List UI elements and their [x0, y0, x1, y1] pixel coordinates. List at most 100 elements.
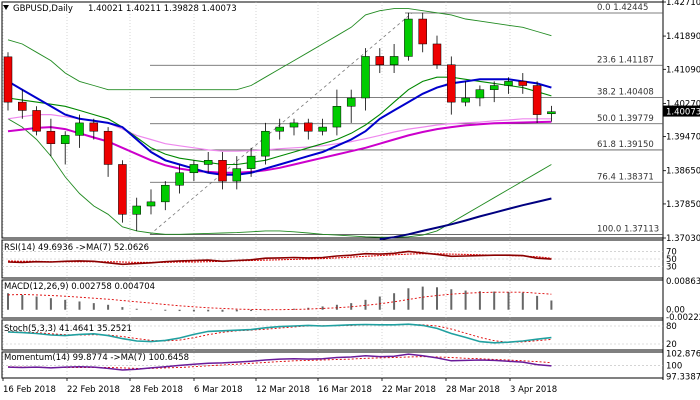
- candle[interactable]: [218, 151, 227, 190]
- fib-label-4: 61.8 1.39150: [597, 140, 654, 150]
- candle[interactable]: [146, 189, 156, 215]
- candle-body: [118, 164, 127, 215]
- candle[interactable]: [304, 118, 313, 140]
- candle-body: [432, 43, 442, 65]
- candle[interactable]: [46, 118, 56, 157]
- candle-body: [289, 122, 299, 128]
- candle-body: [518, 81, 528, 86]
- candle-body: [203, 160, 213, 165]
- candle-body: [275, 126, 284, 132]
- macd-tick-label-1: 0.00: [666, 306, 685, 316]
- candle-body: [75, 122, 84, 136]
- candle-body: [447, 64, 456, 103]
- candle[interactable]: [118, 160, 127, 223]
- stoch-k-line: [7, 323, 552, 344]
- candle[interactable]: [89, 118, 99, 140]
- macd-tick-label-0: 0.008635: [666, 277, 700, 287]
- candles[interactable]: [3, 12, 556, 231]
- bollinger-upper: [7, 8, 552, 91]
- x-tick-label-2: 28 Feb 2018: [130, 385, 183, 395]
- candle[interactable]: [289, 118, 299, 136]
- stoch-d-line: [7, 324, 552, 343]
- ma-green: [7, 76, 552, 166]
- fib-label-1: 23.6 1.41187: [597, 55, 654, 65]
- candle-body: [103, 130, 113, 165]
- candle-body: [504, 81, 513, 86]
- candle[interactable]: [489, 81, 499, 103]
- y-tick-label-6: 1.37850: [666, 200, 700, 210]
- y-tick-label-2: 1.41090: [666, 65, 700, 75]
- y-tick-label-5: 1.38650: [666, 167, 700, 177]
- candle[interactable]: [18, 89, 27, 119]
- candle[interactable]: [232, 156, 242, 190]
- candle[interactable]: [518, 73, 528, 94]
- fibonacci-levels: 0.0 1.42445 23.6 1.41187 38.2 1.40408 50.0 …: [149, 3, 663, 235]
- panel-frames: [1, 0, 664, 380]
- candle[interactable]: [375, 48, 385, 74]
- candle-body: [418, 18, 427, 45]
- candle-body: [132, 205, 141, 215]
- candle-body: [32, 110, 41, 132]
- candle[interactable]: [203, 151, 213, 173]
- candle[interactable]: [261, 122, 270, 165]
- candle-body: [461, 97, 470, 103]
- x-tick-label-7: 28 Mar 2018: [446, 385, 500, 395]
- candle-body: [547, 111, 556, 115]
- candle[interactable]: [346, 89, 356, 123]
- candle-body: [18, 101, 27, 111]
- candle-body: [146, 201, 156, 207]
- candle[interactable]: [103, 127, 113, 177]
- ma-pink-slow: [7, 120, 552, 174]
- candle[interactable]: [532, 81, 542, 123]
- candle-body: [3, 56, 13, 103]
- rsi-tick-label-0: 70: [666, 247, 677, 257]
- candle[interactable]: [461, 81, 470, 107]
- fib-label-6: 100.0 1.37113: [597, 225, 659, 235]
- candle[interactable]: [447, 56, 456, 115]
- ma-navy-long: [379, 197, 552, 241]
- candle[interactable]: [189, 160, 199, 182]
- candle[interactable]: [32, 106, 41, 136]
- candle-body: [532, 85, 542, 115]
- macd-signal-line: [7, 291, 552, 311]
- candle-body: [389, 56, 399, 65]
- ohlc-readout: 1.40021 1.40211 1.39828 1.40073: [88, 4, 237, 14]
- candle[interactable]: [75, 114, 84, 148]
- candle-body: [189, 164, 199, 174]
- candle-body: [489, 85, 499, 90]
- candle[interactable]: [547, 105, 556, 122]
- candle[interactable]: [432, 35, 442, 69]
- y-tick-label-0: 1.42710: [666, 0, 700, 8]
- current-price-label: 1.40073: [666, 108, 700, 118]
- candle[interactable]: [175, 164, 184, 194]
- candle[interactable]: [332, 89, 342, 136]
- chevron-down-icon[interactable]: [3, 5, 9, 10]
- candle-body: [475, 89, 485, 99]
- x-tick-label-3: 6 Mar 2018: [194, 385, 242, 395]
- symbol-title: GBPUSD,Daily: [13, 4, 73, 14]
- y-tick-label-3: 1.40270: [666, 99, 700, 109]
- momentum-line: [7, 353, 552, 371]
- candle[interactable]: [132, 197, 141, 231]
- ma-blue: [7, 78, 552, 176]
- candle[interactable]: [275, 118, 284, 140]
- candle[interactable]: [60, 131, 70, 165]
- candle[interactable]: [389, 43, 399, 74]
- candle[interactable]: [161, 181, 170, 211]
- momentum-tick-label-0: 102.876: [666, 349, 700, 359]
- candle[interactable]: [3, 52, 13, 111]
- candle[interactable]: [504, 77, 513, 94]
- candle[interactable]: [361, 48, 370, 111]
- rsi-title: RSI(14) 49.6936 ->MA(7) 52.0626: [4, 243, 149, 253]
- candle-body: [175, 172, 184, 186]
- candle[interactable]: [246, 147, 256, 177]
- candle-body: [218, 160, 227, 182]
- candle[interactable]: [404, 12, 413, 61]
- candle[interactable]: [318, 118, 327, 136]
- candle[interactable]: [418, 12, 427, 53]
- x-tick-label-1: 22 Feb 2018: [67, 385, 120, 395]
- stoch-title: Stoch(5,3,3) 41.4641 35.2521: [4, 324, 132, 334]
- price-axis: 1.42710 1.41890 1.41090 1.40270 1.39470 1.386…: [663, 0, 700, 244]
- candle[interactable]: [475, 85, 485, 107]
